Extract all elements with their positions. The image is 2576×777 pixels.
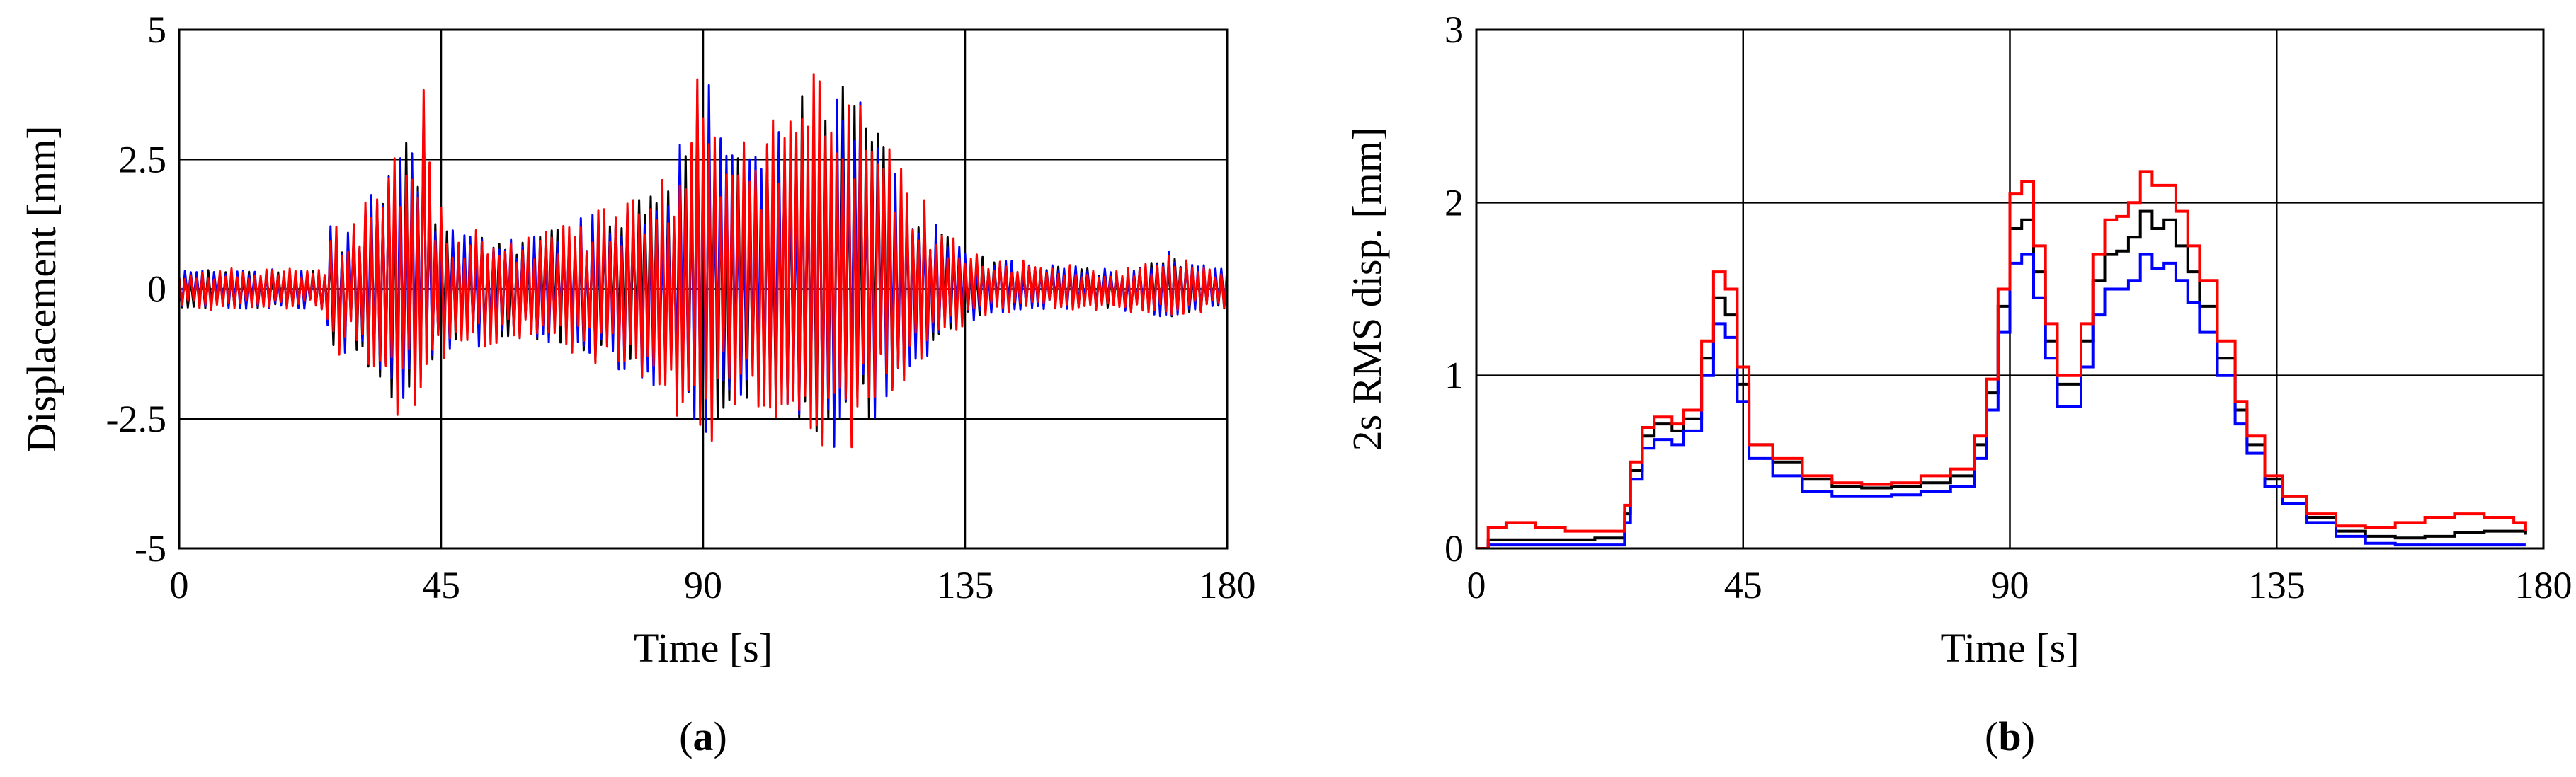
ticks-a: 0 45 90 135 180 -5 -2.5 0 2.5 5 (106, 8, 1256, 606)
y-tick-label: 1 (1444, 355, 1464, 397)
series-line (1476, 253, 2526, 548)
y-tick-label: 5 (147, 8, 166, 51)
panel-label-b-letter: b (1998, 713, 2021, 759)
panel-label-b: (b) (1985, 713, 2035, 759)
x-axis-title-a: Time [s] (634, 625, 773, 671)
y-tick-label: 2 (1444, 181, 1464, 224)
y-tick-label: -5 (135, 527, 166, 570)
x-tick-label: 0 (1467, 564, 1486, 606)
chart-panel-b: 0 45 90 135 180 0 1 2 3 Time [s] 2s RMS disp. [m… (1344, 8, 2572, 759)
series-line (1476, 170, 2527, 548)
y-axis-title-a: Displacement [mm] (18, 125, 64, 452)
series-b (1476, 170, 2527, 548)
plot-frame-a (178, 28, 1229, 550)
y-axis-title-b: 2s RMS disp. [mm] (1344, 127, 1390, 451)
grid-a (179, 30, 1227, 548)
y-tick-label: -2.5 (106, 398, 166, 440)
x-tick-label: 135 (937, 564, 994, 606)
panel-label-a-letter: a (693, 713, 714, 759)
x-tick-label: 180 (2515, 564, 2572, 606)
x-tick-label: 45 (1724, 564, 1762, 606)
panel-label-a: (a) (679, 713, 727, 759)
series-line (1476, 209, 2527, 548)
x-tick-label: 180 (1199, 564, 1256, 606)
series-line (179, 73, 1227, 449)
x-tick-label: 90 (1991, 564, 2029, 606)
y-tick-label: 2.5 (119, 138, 167, 180)
x-axis-title-b: Time [s] (1940, 625, 2079, 671)
chart-panel-a: 0 45 90 135 180 -5 -2.5 0 2.5 5 Time [s] Displace… (18, 8, 1256, 759)
x-tick-label: 135 (2248, 564, 2306, 606)
y-tick-label: 0 (147, 268, 166, 311)
y-tick-label: 3 (1444, 8, 1464, 51)
ticks-b: 0 45 90 135 180 0 1 2 3 (1444, 8, 2572, 606)
series-a (179, 73, 1227, 449)
y-tick-label: 0 (1444, 527, 1464, 570)
plot-frame-b (1475, 28, 2545, 550)
x-tick-label: 90 (684, 564, 722, 606)
x-tick-label: 0 (170, 564, 189, 606)
x-tick-label: 45 (422, 564, 460, 606)
